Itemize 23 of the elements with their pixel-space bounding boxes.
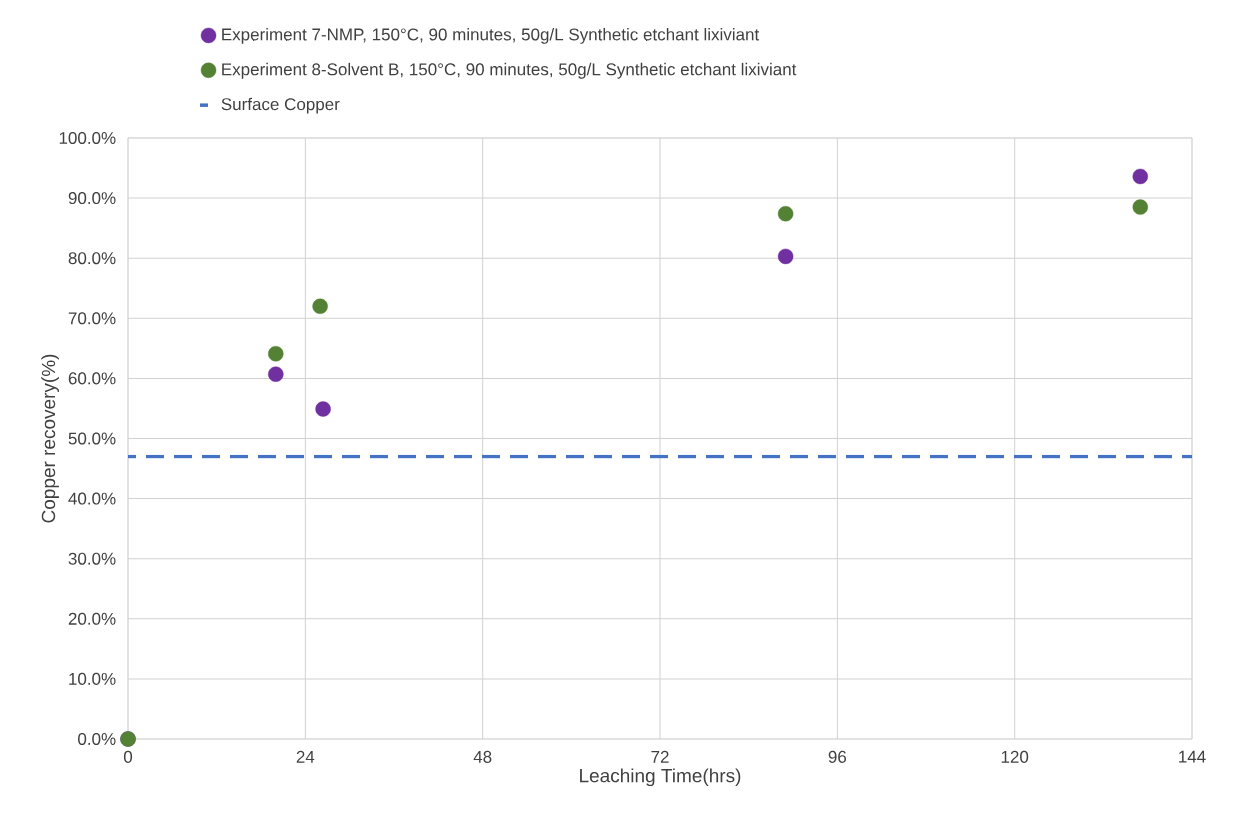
y-tick-label: 30.0% (68, 552, 116, 565)
y-tick-label: 40.0% (68, 492, 116, 505)
x-tick-label: 48 (473, 750, 492, 763)
y-tick-label: 60.0% (68, 372, 116, 385)
y-tick-label: 80.0% (68, 252, 116, 265)
x-tick-label: 0 (123, 750, 133, 763)
legend-label: Experiment 8-Solvent B, 150°C, 90 minutes, 50g/L Synthetic etchant lixiviant (222, 62, 797, 79)
y-tick-label: 70.0% (68, 312, 116, 325)
y-axis-title: Copper recovery(%) (41, 354, 59, 523)
x-axis-title: Leaching Time(hrs) (580, 768, 741, 787)
legend-label: Experiment 7-NMP, 150°C, 90 minutes, 50g/L Synthetic etchant lixiviant (222, 28, 760, 44)
y-tick-label: 20.0% (68, 612, 116, 625)
y-tick-label: 0.0% (78, 732, 116, 746)
y-tick-label: 100.0% (59, 131, 116, 145)
y-tick-label: 50.0% (68, 432, 116, 445)
x-tick-label: 120 (1001, 750, 1029, 763)
x-tick-label: 72 (651, 750, 669, 763)
legend-label: Surface Copper (221, 97, 340, 114)
y-tick-label: 10.0% (69, 672, 116, 685)
x-tick-label: 96 (828, 750, 847, 763)
x-tick-label: 24 (296, 750, 315, 763)
y-tick-label: 90.0% (68, 192, 116, 205)
x-tick-label: 144 (1179, 750, 1206, 763)
